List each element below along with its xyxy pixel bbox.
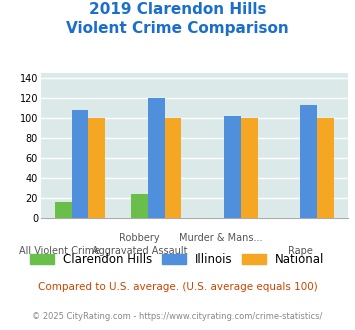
- Text: 2019 Clarendon Hills: 2019 Clarendon Hills: [89, 2, 266, 16]
- Legend: Clarendon Hills, Illinois, National: Clarendon Hills, Illinois, National: [26, 248, 329, 271]
- Text: © 2025 CityRating.com - https://www.cityrating.com/crime-statistics/: © 2025 CityRating.com - https://www.city…: [32, 312, 323, 321]
- Text: All Violent Crime: All Violent Crime: [18, 246, 100, 256]
- Bar: [55, 202, 72, 218]
- Bar: [131, 194, 148, 218]
- Text: Compared to U.S. average. (U.S. average equals 100): Compared to U.S. average. (U.S. average …: [38, 282, 317, 292]
- Bar: [72, 110, 88, 218]
- Text: Violent Crime Comparison: Violent Crime Comparison: [66, 21, 289, 36]
- Text: Robbery: Robbery: [119, 233, 160, 243]
- Text: Aggravated Assault: Aggravated Assault: [92, 246, 187, 256]
- Bar: [165, 118, 181, 218]
- Bar: [88, 118, 105, 218]
- Bar: [317, 118, 334, 218]
- Bar: [148, 98, 165, 218]
- Bar: [300, 105, 317, 218]
- Bar: [224, 115, 241, 218]
- Text: Rape: Rape: [288, 246, 313, 256]
- Bar: [241, 118, 258, 218]
- Text: Murder & Mans...: Murder & Mans...: [179, 233, 262, 243]
